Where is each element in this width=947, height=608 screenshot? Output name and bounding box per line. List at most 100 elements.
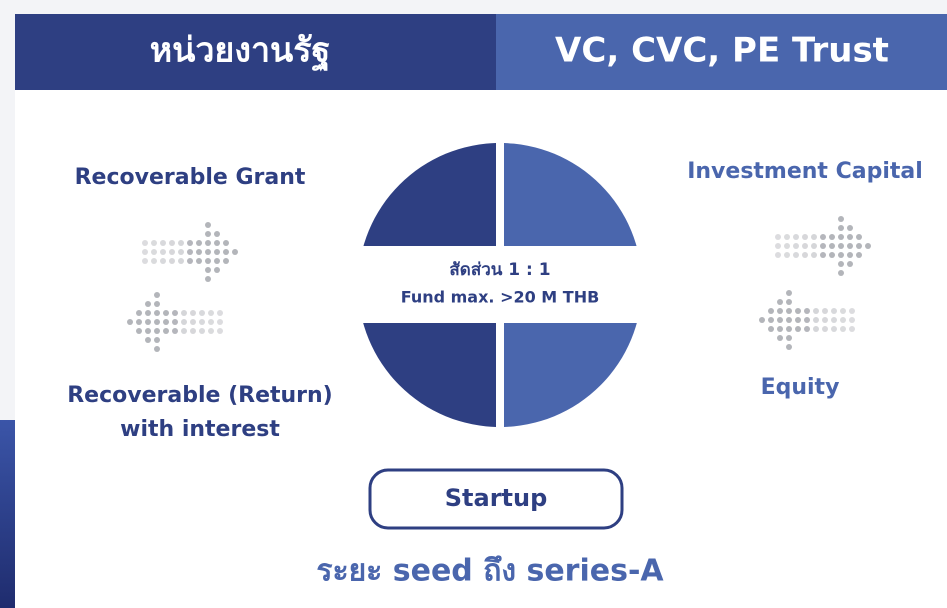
arrow-dot (786, 290, 792, 296)
arrow-dot (795, 326, 801, 332)
arrow-dot (847, 243, 853, 249)
quadrant (504, 323, 637, 427)
arrow-dot (820, 243, 826, 249)
arrow-dot (205, 249, 211, 255)
arrow-dot (804, 308, 810, 314)
arrow-dot (214, 240, 220, 246)
arrow-dot (145, 319, 151, 325)
arrow-dot (804, 326, 810, 332)
arrow-dot (223, 249, 229, 255)
arrow-dot (847, 234, 853, 240)
arrow-dot (838, 234, 844, 240)
arrow-dot (840, 317, 846, 323)
arrow-dot (793, 243, 799, 249)
arrow-dot (223, 258, 229, 264)
arrow-dot (196, 249, 202, 255)
header-right: VC, CVC, PE Trust (555, 31, 889, 71)
arrow-dot (205, 231, 211, 237)
arrow-dot (178, 249, 184, 255)
arrow-dot (829, 252, 835, 258)
arrow-dot (775, 243, 781, 249)
arrow-dot (786, 344, 792, 350)
arrow-dot (154, 292, 160, 298)
arrow-dot (208, 310, 214, 316)
arrow-dot (208, 319, 214, 325)
arrow-dot (214, 231, 220, 237)
arrow-dot (777, 317, 783, 323)
arrow-dot (786, 326, 792, 332)
arrow-dot (196, 258, 202, 264)
startup-box (368, 468, 624, 530)
arrow-dot (802, 252, 808, 258)
arrow-dot (847, 225, 853, 231)
arrow-dot (786, 317, 792, 323)
arrow-dot (865, 243, 871, 249)
arrow-dot (214, 258, 220, 264)
arrow-dot (199, 319, 205, 325)
arrow-dot (205, 222, 211, 228)
arrow-dot (217, 310, 223, 316)
arrow-dot (187, 258, 193, 264)
arrow-dot (768, 317, 774, 323)
arrow-dot (784, 234, 790, 240)
arrow-dot (811, 252, 817, 258)
arrow-dot (142, 249, 148, 255)
arrow-dot (820, 234, 826, 240)
quadrant (363, 143, 496, 246)
edge-strip (0, 420, 15, 608)
arrow-dot (145, 310, 151, 316)
arrow-dot (151, 258, 157, 264)
arrow-dot (160, 249, 166, 255)
quadrant (363, 323, 496, 427)
arrow-dot (145, 337, 151, 343)
arrow-dot (151, 240, 157, 246)
arrow-dot (786, 308, 792, 314)
arrow-dot (813, 308, 819, 314)
arrow-dot (829, 243, 835, 249)
arrow-dot (172, 319, 178, 325)
arrow-dot (169, 240, 175, 246)
arrow-dot (142, 240, 148, 246)
arrow-dot (154, 337, 160, 343)
right-bottom: Equity (761, 375, 840, 400)
arrow-dot (822, 308, 828, 314)
arrow-dot (849, 326, 855, 332)
arrow-dot (205, 258, 211, 264)
header-left: หน่วยงานรัฐ (150, 31, 331, 73)
arrow-dot (838, 216, 844, 222)
arrow-dot (169, 258, 175, 264)
ratio: สัดส่วน 1 : 1 (449, 260, 550, 280)
arrow-dot (831, 317, 837, 323)
arrow-dot (181, 310, 187, 316)
arrow-dot (214, 267, 220, 273)
fund: Fund max. >20 M THB (401, 288, 600, 307)
arrow-dot (169, 249, 175, 255)
arrow-dot (154, 301, 160, 307)
arrow-dot (151, 249, 157, 255)
arrow-dot (145, 328, 151, 334)
arrow-dot (813, 317, 819, 323)
arrow-dot (214, 249, 220, 255)
arrow-dot (840, 308, 846, 314)
arrow-dot (187, 249, 193, 255)
header-right-bg (496, 14, 947, 90)
arrow-dot (127, 319, 133, 325)
right-top: Investment Capital (687, 159, 923, 184)
arrows (127, 216, 871, 352)
arrow-dot (232, 249, 238, 255)
arrow-dot (163, 319, 169, 325)
stage: ระยะ seed ถึง series-A (316, 554, 664, 589)
arrow-dot (136, 319, 142, 325)
arrow-dot (217, 328, 223, 334)
arrow-dot (793, 252, 799, 258)
quadrant (504, 143, 637, 246)
arrow-dot (793, 234, 799, 240)
arrow-dot (199, 328, 205, 334)
startup: Startup (445, 484, 548, 512)
arrow-dot (849, 308, 855, 314)
arrow-dot (831, 326, 837, 332)
arrow-dot (786, 299, 792, 305)
arrow-dot (223, 240, 229, 246)
arrow-dot (205, 267, 211, 273)
